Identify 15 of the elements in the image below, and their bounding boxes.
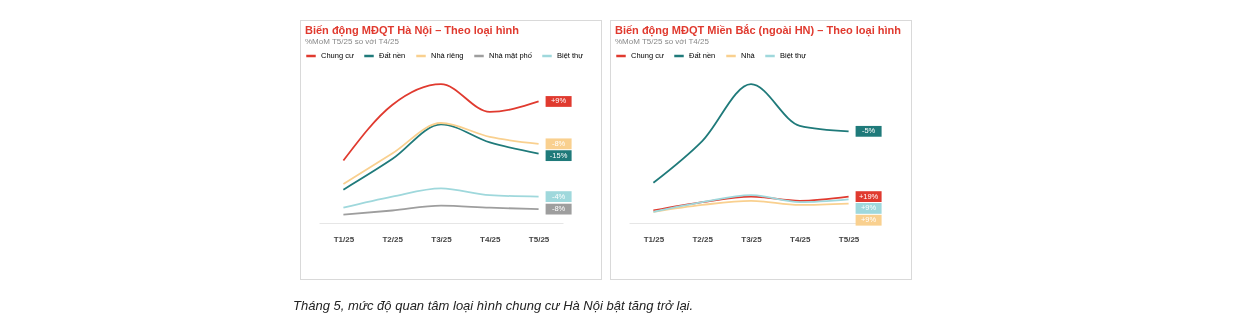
x-tick-label: T4/25 <box>790 234 812 244</box>
x-tick-label: T1/25 <box>333 234 355 244</box>
x-tick-label: T1/25 <box>643 234 665 244</box>
x-tick-label: T5/25 <box>528 234 550 244</box>
chart-subtitle: %MoM T5/25 so với T4/25 <box>615 37 710 46</box>
x-tick-label: T3/25 <box>741 234 763 244</box>
chart-title: Biến động MĐQT Hà Nội – Theo loại hình <box>305 24 520 37</box>
x-tick-label: T2/25 <box>382 234 404 244</box>
x-tick-label: T5/25 <box>838 234 860 244</box>
x-tick-label: T3/25 <box>431 234 453 244</box>
chart-subtitle: %MoM T5/25 so với T4/25 <box>305 37 400 46</box>
text: Tháng 5, mức độ quan tâm loại hình chung cư Hà Nội bật tăng trở lại. <box>293 298 694 313</box>
chart-title: Biến động MĐQT Miền Bắc (ngoài HN) – Theo loại hình <box>615 24 902 37</box>
x-tick-label: T2/25 <box>692 234 714 244</box>
x-tick-label: T4/25 <box>480 234 502 244</box>
